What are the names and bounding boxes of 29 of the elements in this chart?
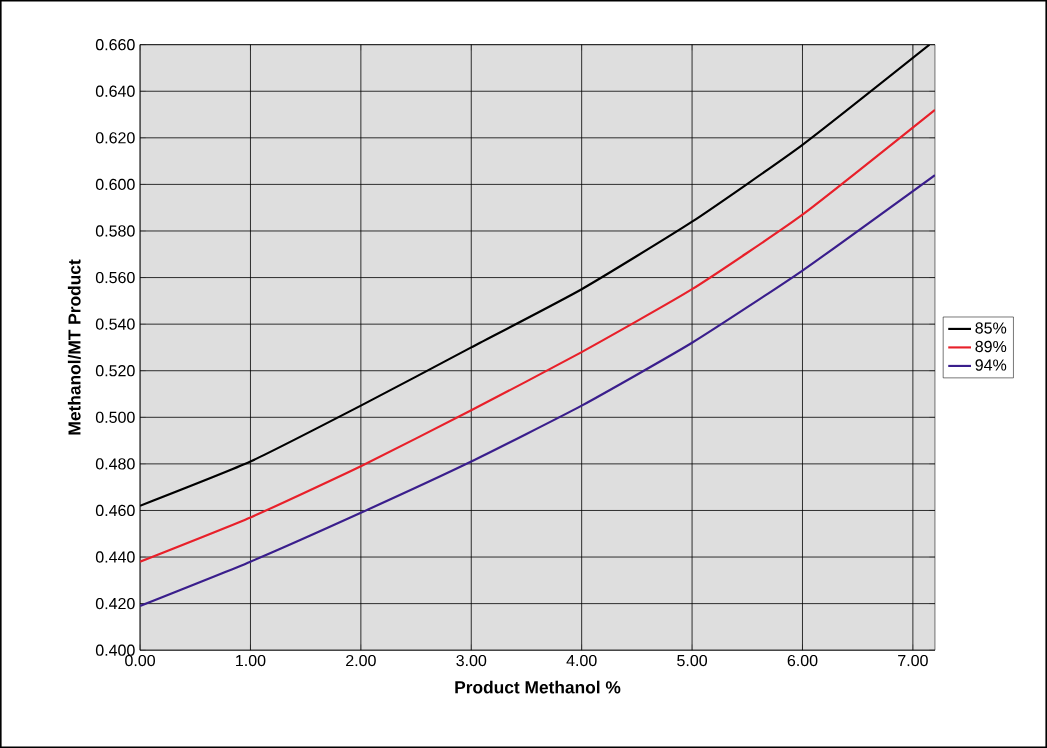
x-tick-label: 3.00: [456, 654, 487, 667]
y-tick-label: 0.440: [95, 551, 135, 563]
line-series: [140, 108, 935, 563]
y-tick-label: 0.640: [95, 85, 135, 97]
legend-label: 94%: [975, 359, 1007, 371]
y-tick-label: 0.540: [95, 318, 135, 330]
y-tick-label: 0.660: [95, 38, 135, 51]
y-tick-label: 0.500: [95, 411, 135, 423]
x-tick-label: 4.00: [566, 654, 597, 667]
legend-label: 89%: [975, 340, 1007, 353]
y-axis-title: Methanol/MT Product: [67, 259, 81, 435]
y-tick-label: 0.520: [95, 364, 135, 377]
y-tick-label: 0.580: [95, 225, 135, 237]
x-tick-label: 1.00: [236, 654, 266, 667]
y-tick-label: 0.420: [95, 597, 135, 610]
y-tick-label: 0.600: [95, 178, 135, 190]
y-tick-label: 0.560: [95, 271, 135, 284]
y-tick-label: 0.460: [95, 504, 135, 516]
x-tick-label: 5.00: [677, 654, 708, 667]
x-tick-label: 0.00: [125, 654, 156, 667]
y-tick-label: 0.480: [95, 458, 135, 470]
line-series: [140, 173, 935, 607]
y-tick-label: 0.620: [95, 132, 135, 144]
y-tick-label: 0.400: [95, 644, 135, 656]
x-tick-label: 6.00: [787, 654, 818, 667]
legend-label: 85%: [975, 322, 1007, 334]
x-tick-label: 2.00: [346, 654, 376, 667]
x-axis-title: Product Methanol %: [455, 680, 621, 694]
x-tick-label: 7.00: [898, 654, 928, 667]
